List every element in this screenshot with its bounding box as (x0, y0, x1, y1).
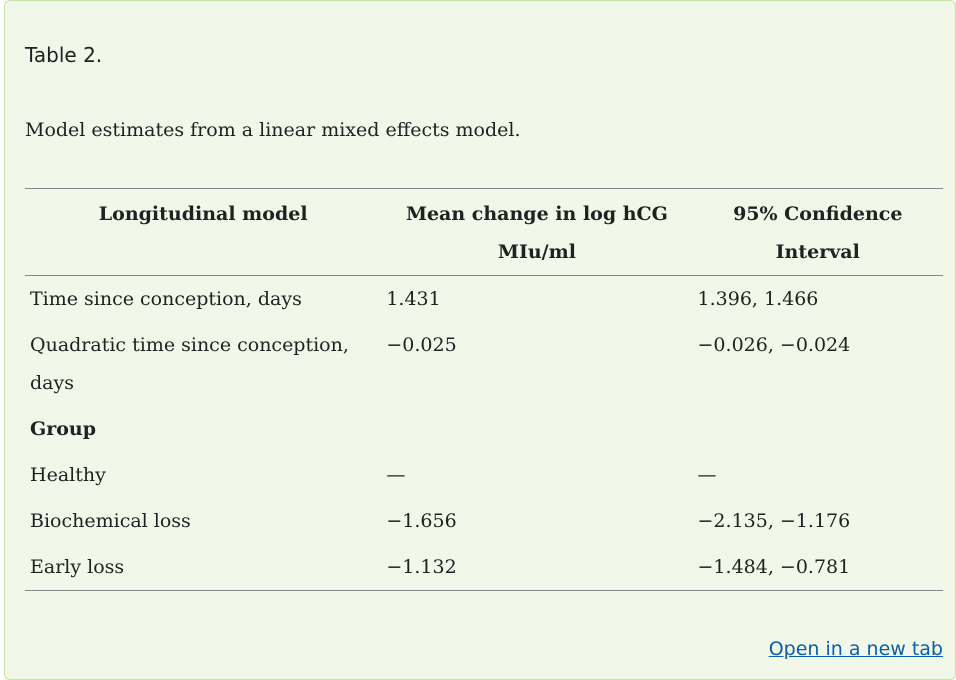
row-mean-change: — (386, 464, 406, 486)
table-row: Quadratic time since conception, days −0… (25, 322, 943, 406)
row-label: Quadratic time since conception, days (30, 334, 349, 394)
row-confidence-interval: −2.135, −1.176 (697, 510, 851, 532)
row-label: Biochemical loss (30, 510, 191, 532)
table-caption-description: Model estimates from a linear mixed effe… (25, 119, 521, 141)
row-confidence-interval: 1.396, 1.466 (697, 288, 819, 310)
row-mean-change: 1.431 (386, 288, 441, 310)
row-mean-change: −1.656 (386, 510, 457, 532)
table-header-row: Longitudinal model Mean change in log hC… (25, 188, 943, 276)
row-mean-change: −1.132 (386, 556, 457, 578)
data-table: Longitudinal model Mean change in log hC… (25, 188, 943, 591)
row-confidence-interval: −1.484, −0.781 (697, 556, 851, 578)
table-row: Time since conception, days 1.431 1.396,… (25, 276, 943, 323)
column-header-confidence-interval: 95% Confidence Interval (733, 203, 903, 263)
column-header-mean-change: Mean change in log hCG MIu/ml (405, 203, 668, 263)
row-confidence-interval: −0.026, −0.024 (697, 334, 851, 356)
table-row: Biochemical loss −1.656 −2.135, −1.176 (25, 498, 943, 544)
row-label: Healthy (30, 464, 106, 486)
row-confidence-interval (693, 406, 943, 452)
row-mean-change (381, 406, 692, 452)
column-header-longitudinal-model: Longitudinal model (98, 203, 308, 225)
group-heading: Group (30, 418, 97, 440)
row-label: Time since conception, days (30, 288, 302, 310)
row-label: Early loss (30, 556, 125, 578)
table-panel (4, 0, 956, 680)
table-caption-title: Table 2. (25, 43, 103, 67)
row-confidence-interval: — (697, 464, 717, 486)
table-row-group-heading: Group (25, 406, 943, 452)
table-row: Early loss −1.132 −1.484, −0.781 (25, 544, 943, 591)
table-row: Healthy — — (25, 452, 943, 498)
row-mean-change: −0.025 (386, 334, 457, 356)
open-in-new-tab-link[interactable]: Open in a new tab (768, 638, 943, 660)
